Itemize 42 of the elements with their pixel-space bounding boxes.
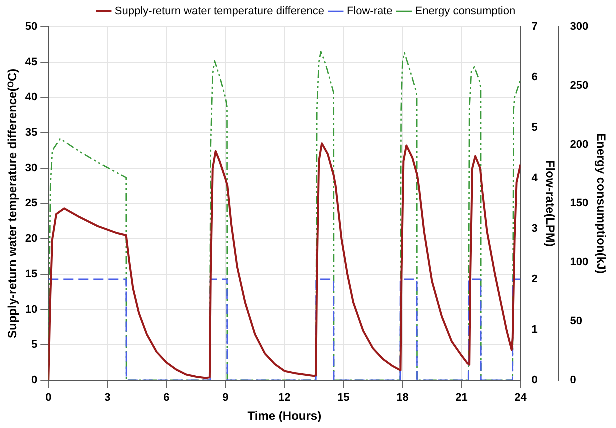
y-tick-label: 25: [25, 198, 38, 210]
x-tick-label: 24: [514, 392, 528, 404]
x-tick-label: 6: [164, 392, 170, 404]
y2-tick-label: 7: [532, 21, 538, 34]
y2-tick-label: 2: [532, 273, 538, 286]
y3-tick-label: 200: [570, 138, 589, 151]
x-tick-label: 12: [278, 392, 291, 404]
x-axis-title: Time (Hours): [248, 409, 322, 424]
legend-label: Supply-return water temperature difference: [114, 6, 324, 18]
y3-tick-label: 250: [570, 80, 589, 92]
y-tick-label: 20: [25, 233, 38, 246]
y3-tick-label: 50: [570, 316, 582, 328]
y3-axis-title: Energy consumption(kJ): [594, 133, 608, 274]
y-tick-label: 15: [25, 268, 38, 280]
y-tick-label: 10: [25, 304, 38, 316]
y2-axis-title: Flow-rate(LPM): [544, 160, 558, 248]
x-tick-label: 9: [222, 392, 229, 404]
x-tick-label: 21: [456, 392, 468, 404]
y3-tick-label: 300: [570, 21, 589, 34]
y-tick-label: 5: [32, 339, 38, 352]
y-tick-label: 35: [25, 127, 38, 140]
legend-label: Flow-rate: [346, 6, 393, 18]
y3-tick-label: 0: [570, 374, 576, 386]
x-tick-label: 18: [396, 392, 409, 404]
legend-label: Energy consumption: [415, 6, 516, 18]
y3-tick-label: 150: [570, 198, 589, 210]
y2-tick-label: 5: [532, 122, 538, 134]
y2-tick-label: 3: [532, 222, 538, 235]
y2-tick-label: 0: [532, 374, 538, 386]
y-tick-label: 40: [25, 92, 38, 104]
y-tick-label: 50: [25, 21, 38, 34]
y-axis-title: Supply-return water temperature difference(ᴼC): [6, 68, 20, 339]
y-tick-label: 45: [25, 56, 38, 68]
x-tick-label: 3: [104, 392, 111, 404]
x-tick-label: 0: [46, 392, 52, 404]
y3-tick-label: 100: [570, 256, 589, 269]
x-tick-label: 15: [338, 392, 350, 404]
y-tick-label: 30: [25, 162, 38, 174]
y2-tick-label: 4: [532, 172, 539, 184]
y2-tick-label: 6: [532, 72, 538, 84]
y-tick-label: 0: [32, 374, 38, 386]
y2-tick-label: 1: [532, 324, 538, 336]
